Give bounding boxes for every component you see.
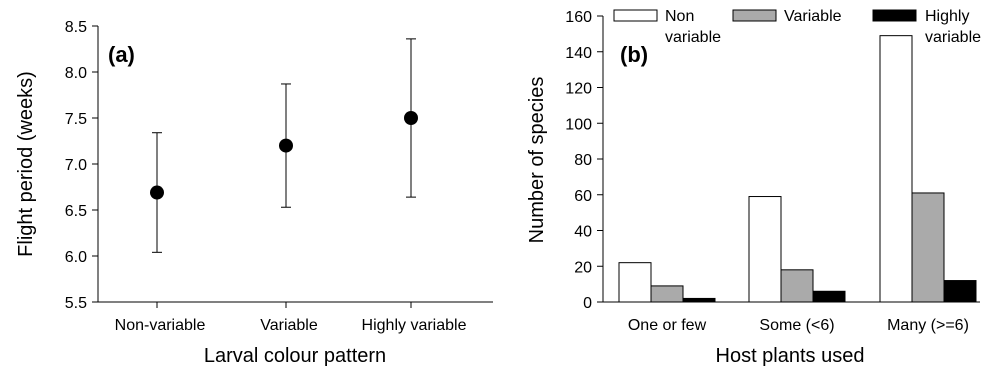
panel-b-bar [943, 280, 977, 303]
panel-b-legend-label: variable [665, 29, 721, 46]
panel-b-y-tick-label: 160 [565, 9, 592, 26]
panel-b-legend-label: variable [925, 29, 981, 46]
panel-a-label: (a) [108, 42, 135, 67]
panel-b-label: (b) [620, 42, 648, 67]
panel-a: (a) Larval colour pattern Flight period … [15, 19, 493, 367]
panel-b-x-tick-label: One or few [628, 317, 707, 334]
panel-b-legend-swatch [872, 9, 917, 22]
panel-b-y-tick-label: 20 [574, 259, 592, 276]
panel-b-legend: Non variable Variable Highly variable [613, 8, 981, 46]
panel-b-y-tick-label: 120 [565, 81, 592, 98]
panel-b-y-tick-label: 100 [565, 116, 592, 133]
panel-a-y-tick-label: 8.0 [65, 65, 87, 82]
panel-b-x-tick-label: Many (>=6) [887, 317, 969, 334]
panel-b-legend-swatch [732, 9, 777, 22]
panel-a-y-tick-label: 5.5 [65, 295, 87, 312]
panel-a-y-axis-label: Flight period (weeks) [15, 71, 37, 257]
panel-b-y-tick-label: 60 [574, 188, 592, 205]
panel-a-x-tick-label: Non-variable [115, 317, 206, 334]
panel-a-y-tick-label: 7.5 [65, 111, 87, 128]
panel-b-legend-label: Variable [784, 8, 842, 25]
panel-b: (b) Host plants used Number of species 0… [526, 8, 981, 367]
panel-a-y-tick-label: 7.0 [65, 157, 87, 174]
panel-a-point [279, 138, 293, 153]
panel-b-bar [780, 269, 814, 303]
panel-a-point [150, 185, 164, 200]
panel-b-y-tick-label: 80 [574, 152, 592, 169]
panel-a-y-tick-label: 8.5 [65, 19, 87, 36]
panel-b-bar [650, 285, 684, 303]
panel-b-legend-label: Non [665, 8, 694, 25]
panel-b-ticks: 0 20 40 60 80 100 120 140 160 One or few Some (<6)… [565, 9, 969, 334]
panel-b-bar [879, 35, 913, 303]
panel-b-y-axis-label: Number of species [526, 77, 548, 244]
panel-b-x-tick-label: Some (<6) [759, 317, 834, 334]
panel-a-y-tick-label: 6.5 [65, 203, 87, 220]
panel-b-bar [812, 290, 846, 303]
panel-a-y-tick-label: 6.0 [65, 249, 87, 266]
panel-a-x-tick-label: Highly variable [362, 317, 467, 334]
panel-b-bars [618, 35, 977, 303]
panel-a-marks [150, 38, 418, 253]
panel-b-bar [748, 196, 782, 303]
panel-b-y-tick-label: 0 [583, 295, 592, 312]
panel-b-bar [911, 192, 945, 303]
panel-a-x-axis-label: Larval colour pattern [204, 345, 386, 367]
panel-a-x-tick-label: Variable [260, 317, 318, 334]
panel-a-point [404, 111, 418, 125]
panel-b-legend-swatch [613, 9, 658, 22]
panel-b-x-axis-label: Host plants used [716, 345, 865, 367]
panel-b-bar [618, 262, 652, 303]
panel-b-y-tick-label: 40 [574, 224, 592, 241]
panel-a-ticks: 5.5 6.0 6.5 7.0 7.5 8.0 8.5 Non-variable Variabl… [65, 19, 467, 334]
panel-b-legend-label: Highly [925, 8, 969, 25]
panel-b-y-tick-label: 140 [565, 45, 592, 62]
panel-b-bar [682, 297, 716, 303]
